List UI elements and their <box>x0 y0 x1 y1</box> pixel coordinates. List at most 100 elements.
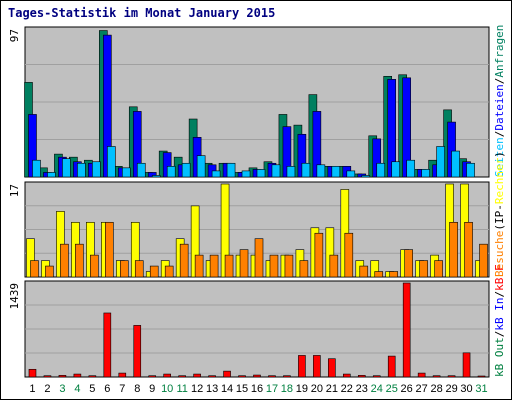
x-tick-label-day-18: 18 <box>281 383 293 395</box>
x-tick-label-day-7: 7 <box>119 383 125 395</box>
bottom-bar-kb_f-day-24 <box>372 375 381 378</box>
bottom-bar-kb_f-day-8 <box>133 325 142 378</box>
top-bar-seiten-day-1 <box>32 159 41 178</box>
middle-bar-besuche-day-22 <box>344 232 354 278</box>
middle-bar-besuche-day-31 <box>479 243 488 278</box>
bottom-bar-kb_f-day-14 <box>223 370 231 378</box>
bottom-bar-kb_f-day-2 <box>43 375 52 378</box>
top-bar-seiten-day-7 <box>121 167 131 178</box>
bottom-bar-kb_f-day-10 <box>163 373 171 378</box>
middle-bar-besuche-day-11 <box>179 243 189 278</box>
bottom-bar-kb_f-day-16 <box>253 374 261 378</box>
bottom-bar-kb_f-day-18 <box>283 375 291 378</box>
middle-bar-besuche-day-20 <box>314 232 324 278</box>
top-legend: Seiten/Dateien/Anfragen <box>493 25 506 177</box>
middle-legend-rechner: Rechner <box>493 157 506 204</box>
middle-bar-besuche-day-5 <box>90 254 99 278</box>
bottom-legend-kb_f: kB F <box>493 264 506 291</box>
middle-legend-separator: (IP- <box>493 204 506 231</box>
top-legend-anfragen: Anfragen <box>493 25 506 78</box>
middle-bar-besuche-day-18 <box>284 254 294 278</box>
bottom-bar-kb_f-day-11 <box>178 375 186 378</box>
x-tick-label-day-15: 15 <box>236 383 248 395</box>
bottom-bar-kb_f-day-5 <box>88 375 97 378</box>
x-tick-label-day-2: 2 <box>44 383 50 395</box>
top-bar-seiten-day-28 <box>436 146 445 178</box>
middle-bar-besuche-day-14 <box>224 254 234 278</box>
top-bar-seiten-day-21 <box>331 166 341 178</box>
bottom-bar-kb_f-day-23 <box>357 375 366 378</box>
top-legend-separator: / <box>493 131 506 138</box>
x-tick-label-day-22: 22 <box>341 383 353 395</box>
bottom-bar-kb_f-day-30 <box>462 352 471 378</box>
top-bar-seiten-day-13 <box>211 170 221 178</box>
top-bar-seiten-day-22 <box>346 170 356 178</box>
bottom-bar-kb_f-day-15 <box>238 375 246 378</box>
page-title: Tages-Statistik im Monat January 2015 <box>8 6 276 20</box>
bottom-bar-kb_f-day-3 <box>58 375 67 378</box>
top-bar-seiten-day-10 <box>166 166 176 178</box>
middle-bar-besuche-day-7 <box>119 260 129 278</box>
top-legend-separator: / <box>493 78 506 85</box>
middle-bar-besuche-day-6 <box>105 221 114 278</box>
top-bar-seiten-day-17 <box>271 164 281 178</box>
middle-bar-besuche-day-24 <box>374 271 384 278</box>
bottom-ymax-label: 1439 <box>8 283 21 310</box>
top-bar-seiten-day-23 <box>361 175 371 178</box>
bottom-bar-kb_f-day-12 <box>193 373 201 378</box>
top-bar-seiten-day-9 <box>151 175 161 178</box>
x-tick-label-day-14: 14 <box>221 383 233 395</box>
x-tick-label-day-5: 5 <box>89 383 95 395</box>
top-bar-seiten-day-11 <box>181 162 191 178</box>
bottom-bar-kb_f-day-27 <box>417 372 426 378</box>
middle-ymax-label: 17 <box>8 184 21 197</box>
x-tick-label-day-10: 10 <box>161 383 173 395</box>
x-tick-label-day-3: 3 <box>59 383 65 395</box>
middle-bar-besuche-day-2 <box>45 265 54 278</box>
middle-bar-besuche-day-12 <box>194 254 204 278</box>
top-bar-seiten-day-24 <box>376 162 386 178</box>
bottom-bar-kb_f-day-9 <box>148 375 157 378</box>
middle-bar-besuche-day-17 <box>269 254 279 278</box>
x-tick-label-day-1: 1 <box>29 383 35 395</box>
bottom-bar-kb_f-day-6 <box>103 312 112 378</box>
x-tick-label-day-19: 19 <box>296 383 308 395</box>
middle-legend-besuche: Besuche <box>493 231 506 277</box>
x-tick-label-day-27: 27 <box>416 383 428 395</box>
x-tick-label-day-17: 17 <box>266 383 278 395</box>
middle-bar-besuche-day-28 <box>434 260 443 278</box>
middle-bar-besuche-day-29 <box>449 221 458 278</box>
bottom-bar-kb_f-day-22 <box>343 373 351 378</box>
top-bar-seiten-day-2 <box>47 172 56 178</box>
middle-bar-besuche-day-23 <box>359 265 369 278</box>
middle-bar-besuche-day-9 <box>149 265 159 278</box>
top-bar-seiten-day-19 <box>301 162 311 178</box>
middle-legend: Besuche(IP-Rechner) <box>493 151 506 277</box>
middle-legend-suffix: ) <box>493 151 506 158</box>
x-tick-label-day-8: 8 <box>134 383 140 395</box>
top-bar-seiten-day-8 <box>136 162 146 178</box>
bottom-bar-kb_f-day-7 <box>118 372 127 378</box>
top-bar-seiten-day-29 <box>451 150 460 178</box>
top-bar-seiten-day-30 <box>466 162 475 178</box>
middle-bar-besuche-day-27 <box>419 260 428 278</box>
x-tick-label-day-11: 11 <box>176 383 187 395</box>
x-tick-label-day-30: 30 <box>460 383 472 395</box>
bottom-legend: kB Out/kB In/kB F <box>493 264 506 377</box>
top-bar-seiten-day-16 <box>256 169 266 178</box>
x-tick-label-day-31: 31 <box>475 383 487 395</box>
middle-bar-besuche-day-15 <box>239 249 249 278</box>
x-tick-label-day-13: 13 <box>206 383 218 395</box>
middle-bar-besuche-day-16 <box>254 238 264 278</box>
top-bar-seiten-day-6 <box>107 146 116 178</box>
top-bar-seiten-day-4 <box>77 162 86 178</box>
x-tick-label-day-21: 21 <box>326 383 338 395</box>
middle-bar-besuche-day-21 <box>329 254 339 278</box>
x-tick-label-day-28: 28 <box>430 383 442 395</box>
bottom-bar-kb_f-day-26 <box>402 282 411 378</box>
x-tick-label-day-29: 29 <box>445 383 457 395</box>
bottom-legend-kb_out: kB Out <box>493 337 506 377</box>
x-tick-label-day-26: 26 <box>401 383 413 395</box>
x-tick-label-day-16: 16 <box>251 383 263 395</box>
